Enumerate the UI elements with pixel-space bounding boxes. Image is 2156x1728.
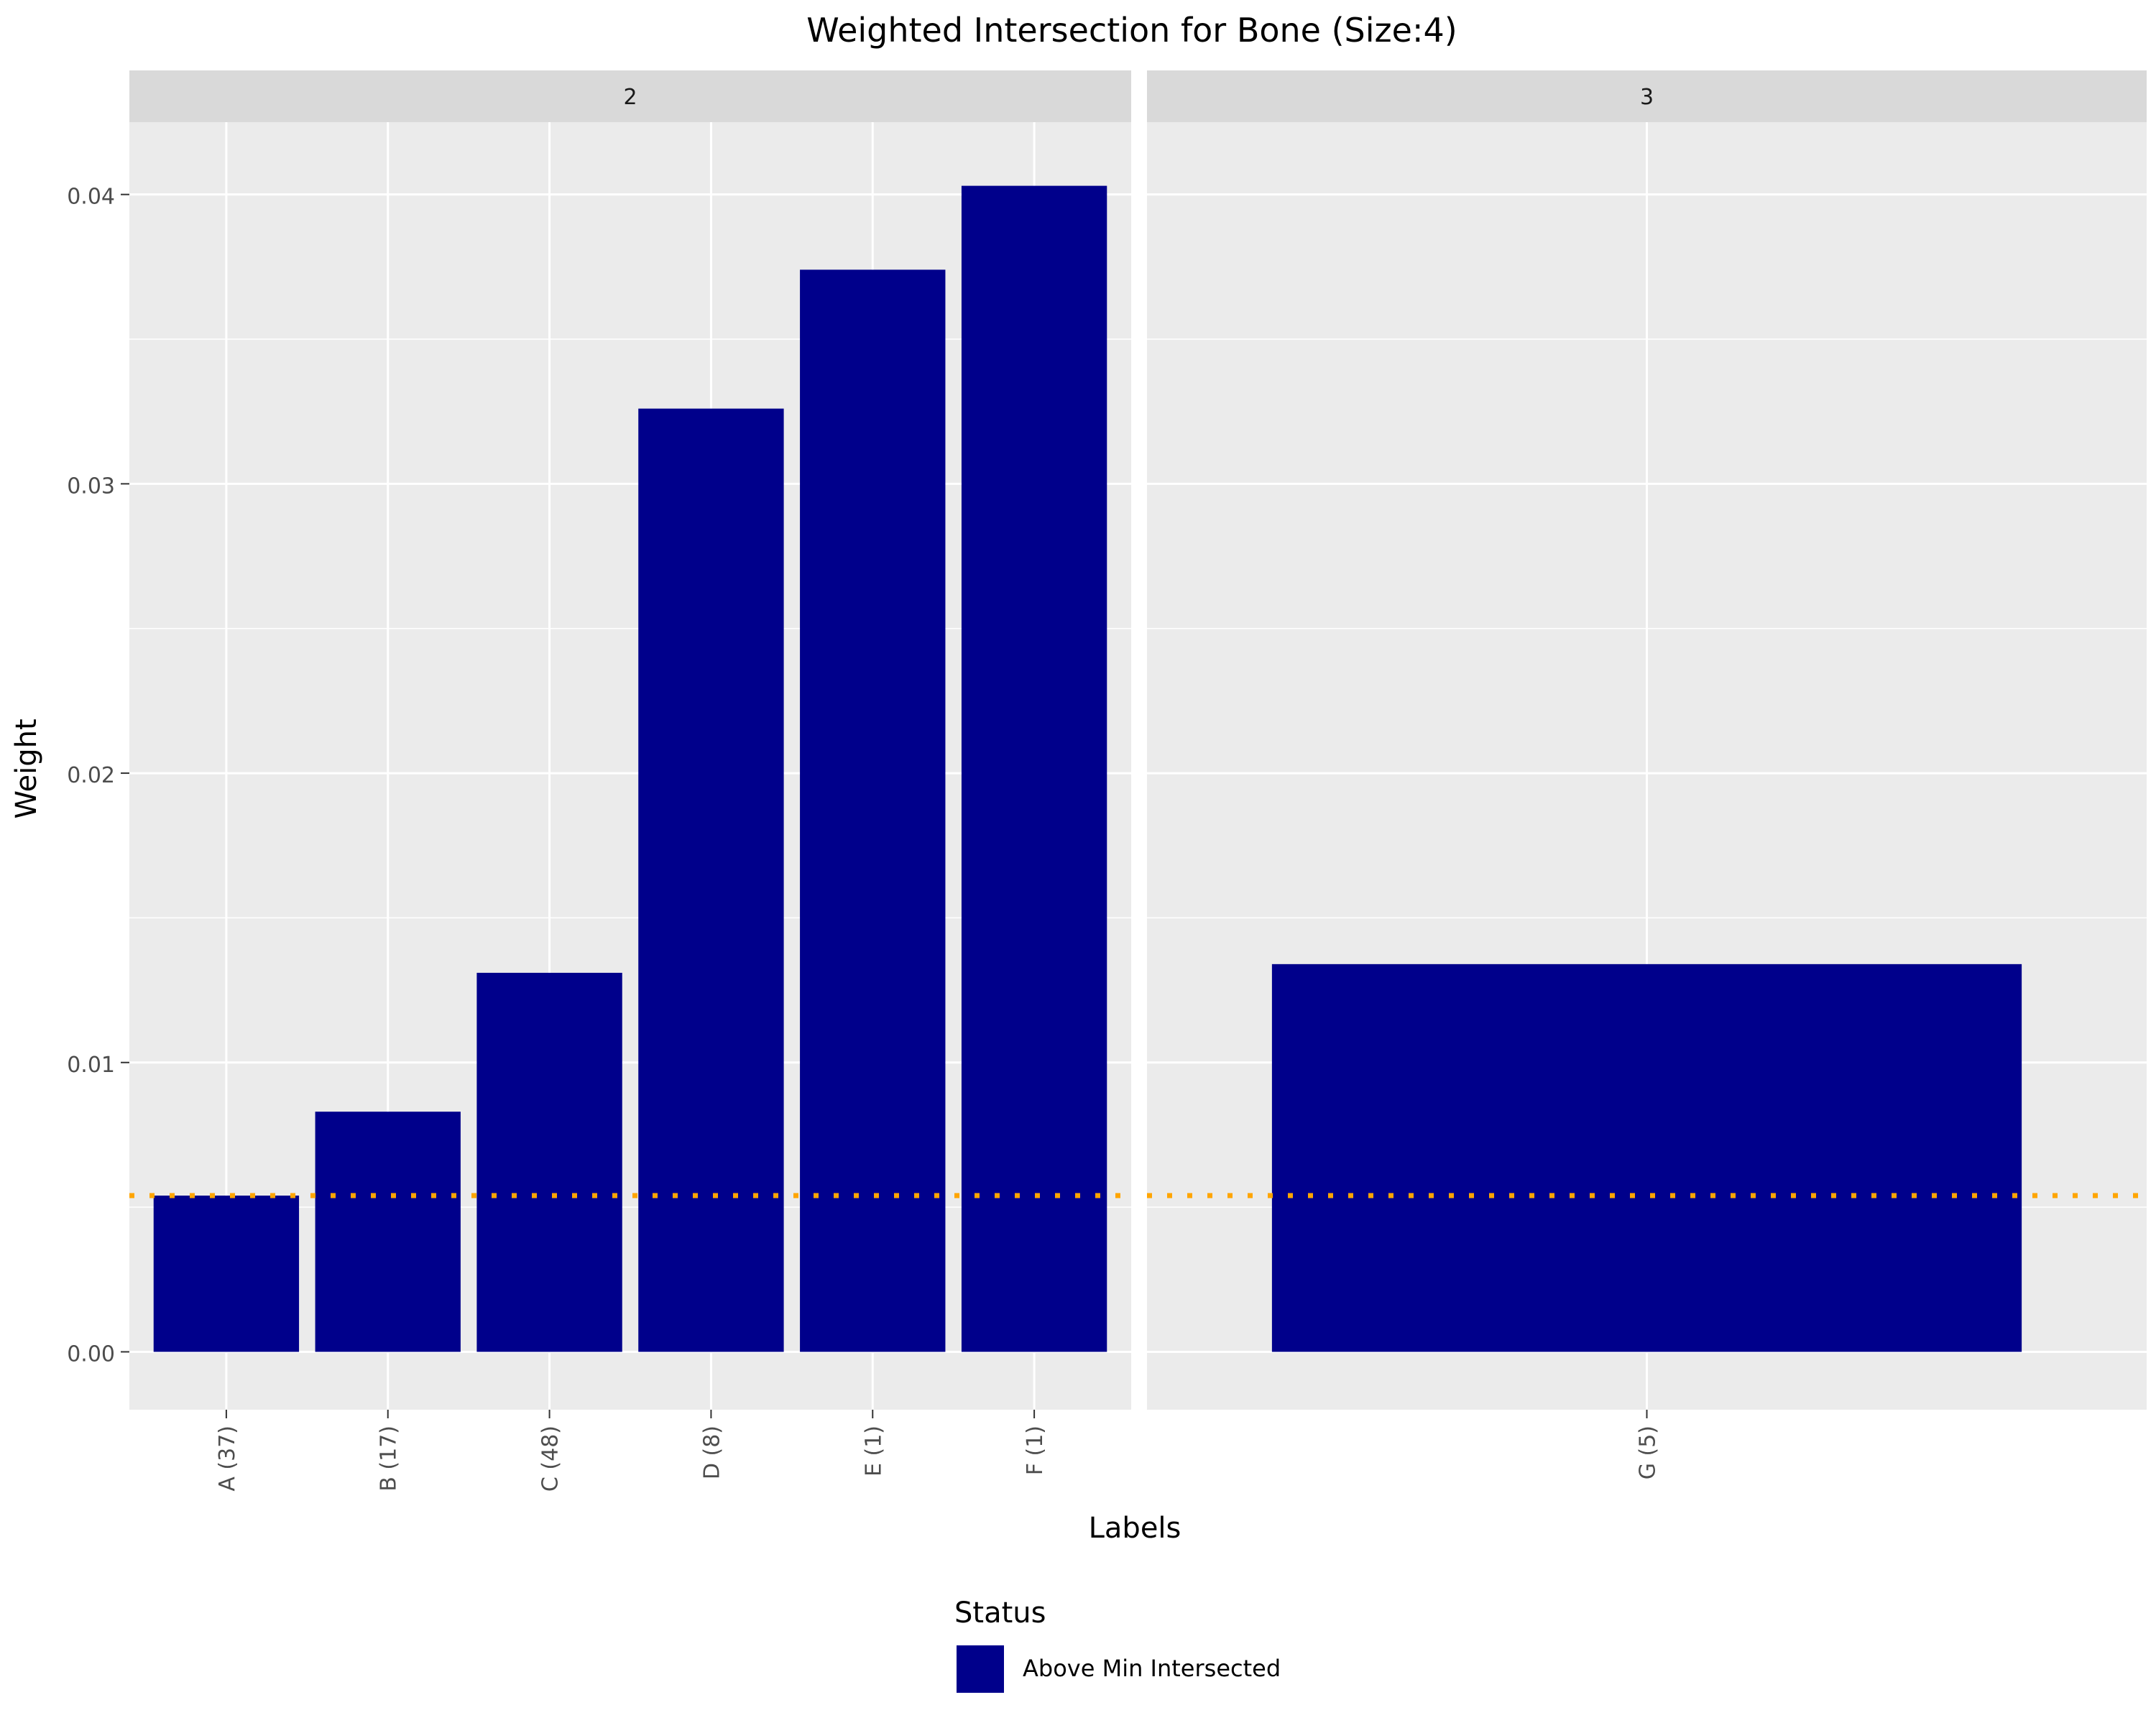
facet-strip [129, 70, 1131, 122]
legend-title: Status [954, 1597, 1046, 1630]
x-axis-title: Labels [1089, 1512, 1181, 1545]
facet-panel-2: 2 A (37) B (17) C (48) D (8) E (1) F (1) [129, 70, 1131, 1492]
y-tick-label: 0.04 [67, 185, 115, 210]
legend-swatch [957, 1645, 1004, 1693]
y-tick-label: 0.02 [67, 763, 115, 788]
facet-strip-label: 3 [1640, 85, 1654, 110]
facet-panel-3: 3 G (5) [1147, 70, 2147, 1479]
legend-label: Above Min Intersected [1023, 1655, 1281, 1682]
bar-a [153, 1196, 300, 1352]
bar-f [961, 185, 1107, 1352]
x-tick-label: G (5) [1636, 1426, 1661, 1479]
x-tick-label: D (8) [699, 1426, 724, 1479]
legend-entries: Above Min Intersected [957, 1645, 1281, 1693]
bar-g [1271, 964, 2022, 1352]
y-tick-label: 0.03 [67, 473, 115, 499]
x-tick-label: E (1) [861, 1426, 886, 1477]
legend: Status Above Min Intersected [954, 1597, 1281, 1693]
x-tick-label: A (37) [215, 1426, 240, 1492]
bar-b [315, 1112, 461, 1352]
chart-title: Weighted Intersection for Bone (Size:4) [806, 11, 1457, 50]
x-tick-label: C (48) [538, 1426, 563, 1492]
bar-e [800, 269, 946, 1352]
x-tick-label: B (17) [377, 1426, 402, 1492]
y-tick-label: 0.01 [67, 1053, 115, 1078]
y-axis-title: Weight [10, 719, 43, 818]
bar-d [638, 408, 784, 1352]
facet-strip-label: 2 [623, 85, 637, 110]
y-axis-labels: 0.00 0.01 0.02 0.03 0.04 [67, 185, 129, 1367]
facets: 2 A (37) B (17) C (48) D (8) E (1) F (1) 3 G (5) [129, 70, 2147, 1492]
bar-c [476, 972, 622, 1352]
y-tick-label: 0.00 [67, 1341, 115, 1367]
facet-strip [1147, 70, 2147, 122]
x-tick-label: F (1) [1023, 1426, 1048, 1475]
